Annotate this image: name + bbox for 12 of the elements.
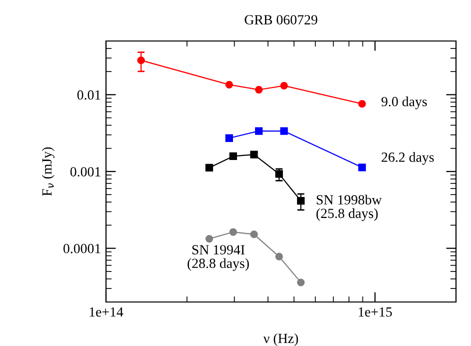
annotation: 26.2 days — [382, 152, 434, 165]
annotation: 9.0 days — [382, 96, 427, 110]
annotation: SN 1998bw (25.8 days) — [316, 194, 382, 221]
y-axis-title: F$_{ν}$ (mJy) — [42, 147, 54, 196]
x-axis-title: ν (Hz) — [263, 333, 298, 346]
x-tick-label: 1e+14 — [90, 307, 124, 317]
y-tick-label: 0.0001 — [63, 244, 100, 254]
annotation: SN 1994I (28.8 days) — [188, 245, 249, 271]
x-tick-label: 1e+15 — [358, 307, 392, 317]
y-tick-label: 0.001 — [70, 167, 100, 177]
chart-title: GRB 060729 — [244, 15, 318, 24]
y-tick-label: 0.01 — [77, 90, 100, 100]
